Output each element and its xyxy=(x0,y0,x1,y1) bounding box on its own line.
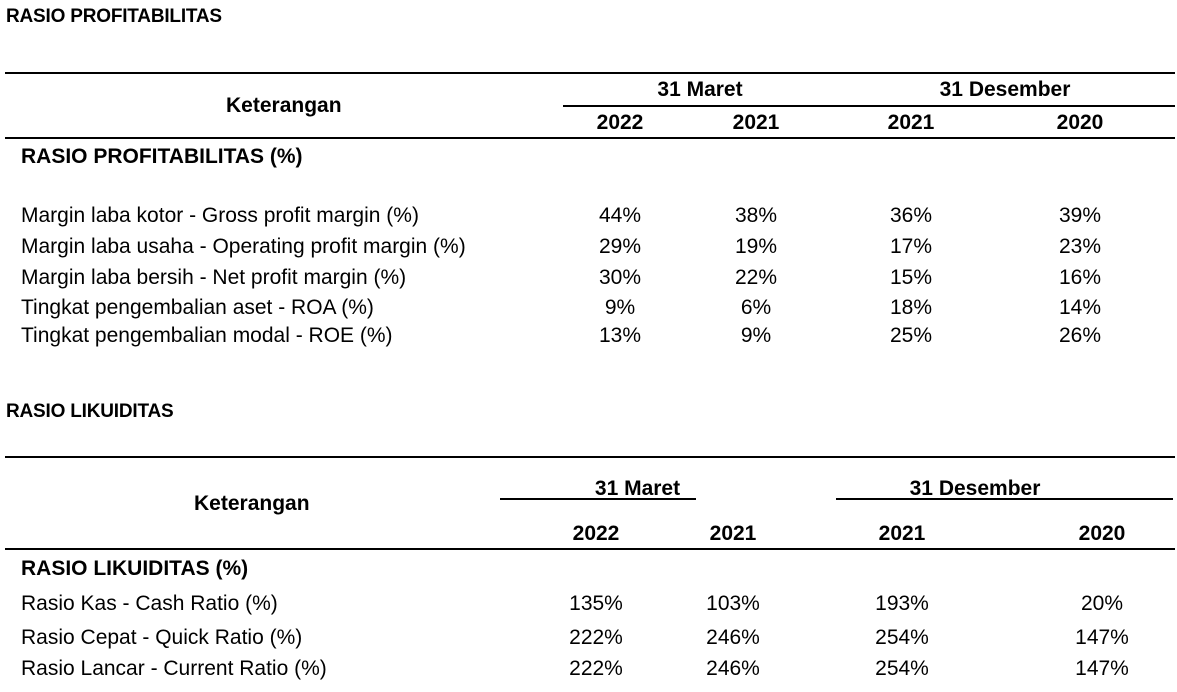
table1-year-2020: 2020 xyxy=(1056,111,1104,134)
cell-2022: 135% xyxy=(569,592,623,615)
row-label: Rasio Kas - Cash Ratio (%) xyxy=(21,592,278,615)
cell-2021-march: 9% xyxy=(740,324,772,347)
table1-header-keterangan: Keterangan xyxy=(226,94,342,117)
table2-header-group-rule-desember xyxy=(836,498,1173,500)
cell-2021-december: 254% xyxy=(875,626,929,649)
table1-year-2021-march: 2021 xyxy=(732,111,780,134)
cell-2021-march: 19% xyxy=(734,235,778,258)
table1-year-2021-december: 2021 xyxy=(887,111,935,134)
row-label: Margin laba bersih - Net profit margin (… xyxy=(21,266,407,289)
table2-header-group-desember: 31 Desember xyxy=(909,477,1041,500)
cell-2021-december: 15% xyxy=(889,266,933,289)
cell-2021-december: 18% xyxy=(889,296,933,319)
cell-2022: 13% xyxy=(598,324,642,347)
row-label: Margin laba kotor - Gross profit margin … xyxy=(21,204,419,227)
cell-2021-march: 246% xyxy=(706,626,760,649)
cell-2021-december: 17% xyxy=(889,235,933,258)
cell-2022: 44% xyxy=(598,204,642,227)
table1-header-bottom-rule xyxy=(5,137,1175,139)
row-label: Tingkat pengembalian aset - ROA (%) xyxy=(21,296,374,319)
cell-2021-march: 6% xyxy=(740,296,772,319)
table1-top-rule xyxy=(5,72,1175,74)
table2-top-rule xyxy=(5,456,1175,458)
cell-2021-march: 103% xyxy=(706,592,760,615)
cell-2022: 9% xyxy=(604,296,636,319)
table1-header-group-desember: 31 Desember xyxy=(939,78,1071,101)
table1-category-label: RASIO PROFITABILITAS (%) xyxy=(21,145,303,168)
section-title-likuiditas: RASIO LIKUIDITAS xyxy=(6,401,174,422)
cell-2020: 26% xyxy=(1058,324,1102,347)
table1-header-group-rule xyxy=(563,105,1175,107)
table1-header-group-maret: 31 Maret xyxy=(657,78,743,101)
table2-header-keterangan: Keterangan xyxy=(194,492,310,515)
table2-header-bottom-rule xyxy=(5,548,1175,550)
table2-year-2021-march: 2021 xyxy=(709,522,757,545)
table2-year-2020: 2020 xyxy=(1078,522,1126,545)
row-label: Margin laba usaha - Operating profit mar… xyxy=(21,235,466,258)
cell-2020: 16% xyxy=(1058,266,1102,289)
cell-2021-december: 254% xyxy=(875,657,929,680)
table2-category-label: RASIO LIKUIDITAS (%) xyxy=(21,557,249,580)
cell-2021-march: 246% xyxy=(706,657,760,680)
cell-2022: 222% xyxy=(569,657,623,680)
cell-2021-march: 22% xyxy=(734,266,778,289)
row-label: Tingkat pengembalian modal - ROE (%) xyxy=(21,324,393,347)
row-label: Rasio Cepat - Quick Ratio (%) xyxy=(21,626,303,649)
cell-2020: 23% xyxy=(1058,235,1102,258)
cell-2020: 39% xyxy=(1058,204,1102,227)
cell-2020: 147% xyxy=(1075,626,1129,649)
table1-year-2022: 2022 xyxy=(596,111,644,134)
cell-2021-december: 36% xyxy=(889,204,933,227)
section-title-profitabilitas: RASIO PROFITABILITAS xyxy=(6,6,222,27)
cell-2021-december: 193% xyxy=(875,592,929,615)
cell-2021-december: 25% xyxy=(889,324,933,347)
cell-2022: 29% xyxy=(598,235,642,258)
cell-2020: 14% xyxy=(1058,296,1102,319)
table2-header-group-maret: 31 Maret xyxy=(594,477,681,500)
table2-year-2022: 2022 xyxy=(572,522,620,545)
cell-2020: 147% xyxy=(1075,657,1129,680)
table2-header-group-rule-maret xyxy=(500,498,696,500)
cell-2022: 222% xyxy=(569,626,623,649)
cell-2021-march: 38% xyxy=(734,204,778,227)
cell-2020: 20% xyxy=(1080,592,1124,615)
table2-year-2021-december: 2021 xyxy=(878,522,926,545)
cell-2022: 30% xyxy=(598,266,642,289)
row-label: Rasio Lancar - Current Ratio (%) xyxy=(21,657,327,680)
